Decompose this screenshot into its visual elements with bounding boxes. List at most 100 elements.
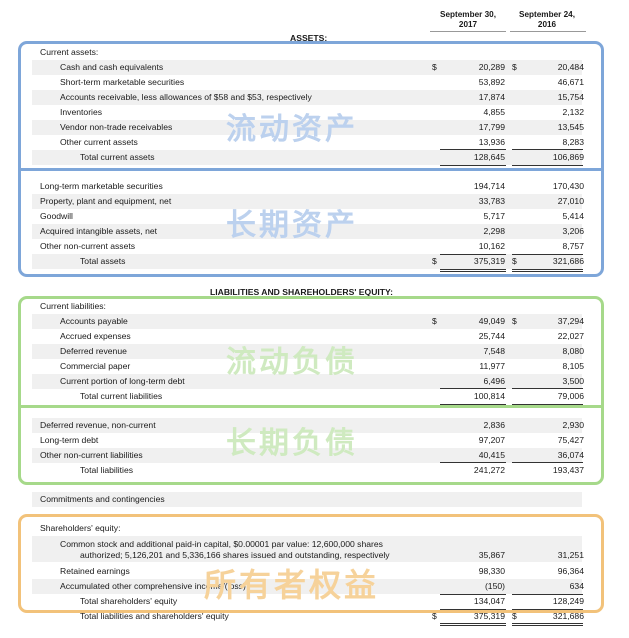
row-shade [32, 194, 582, 209]
subtotal-rule [440, 254, 506, 255]
row-label: Deferred revenue [60, 346, 127, 356]
row-shade [32, 448, 582, 463]
value-2017: 10,162 [478, 241, 505, 251]
row-label: Accumulated other comprehensive income/(… [60, 581, 246, 591]
double-rule [512, 623, 583, 624]
row-label: Acquired intangible assets, net [40, 226, 158, 236]
column-header-2016-line2: 2016 [537, 20, 557, 29]
double-rule [512, 269, 583, 270]
current-liabilities-annotation: 流动负债 [226, 345, 358, 380]
row-label: Commitments and contingencies [40, 494, 165, 504]
row-label: Total liabilities [80, 465, 134, 475]
row-label: Long-term marketable securities [40, 181, 163, 191]
value-2016: 22,027 [557, 331, 584, 341]
row-label: Vendor non-trade receivables [60, 122, 173, 132]
table-row: Common stock and additional paid-in capi… [0, 537, 629, 552]
value-2016: 106,869 [552, 152, 584, 162]
row-label: Accounts receivable, less allowances of … [60, 92, 312, 102]
value-2016: 79,006 [557, 391, 584, 401]
row-label: Accounts payable [60, 316, 128, 326]
value-2017: 241,272 [473, 465, 505, 475]
table-row: Commitments and contingencies [0, 492, 629, 507]
row-shade [32, 120, 582, 135]
table-row: Current assets: [0, 45, 629, 60]
table-row: Other non-current liabilities 40,415 36,… [0, 448, 629, 463]
row-shade [32, 374, 582, 389]
row-shade [32, 224, 582, 239]
table-row: Commercial paper 11,977 8,105 [0, 359, 629, 374]
value-2016: 8,080 [562, 346, 584, 356]
table-row: Long-term debt 97,207 75,427 [0, 433, 629, 448]
row-shade [32, 344, 582, 359]
row-label: authorized; 5,126,201 and 5,336,166 shar… [80, 550, 390, 560]
row-label: Current liabilities: [40, 301, 106, 311]
table-row: Acquired intangible assets, net 2,298 3,… [0, 224, 629, 239]
table-row: Other non-current assets 10,162 8,757 [0, 239, 629, 254]
assets-heading: ASSETS: [290, 33, 328, 43]
assets-highlight-box [18, 41, 604, 277]
value-2017: 128,645 [473, 152, 505, 162]
row-shade [32, 418, 582, 433]
column-header-2016-line1: September 24, [519, 10, 575, 19]
subtotal-rule [512, 462, 583, 463]
value-2017: 7,548 [483, 346, 505, 356]
row-label: Retained earnings [60, 566, 130, 576]
value-2016: 3,206 [562, 226, 584, 236]
value-2017: 33,783 [478, 196, 505, 206]
value-2016: 2,132 [562, 107, 584, 117]
table-row: Total liabilities 241,272 193,437 [0, 463, 629, 478]
value-2016: 170,430 [552, 181, 584, 191]
value-2017: 25,744 [478, 331, 505, 341]
subtotal-rule [440, 165, 506, 166]
subtotal-rule [440, 609, 506, 610]
value-2016: 321,686 [552, 611, 584, 621]
row-label: Current assets: [40, 47, 99, 57]
table-row: Current portion of long-term debt 6,496 … [0, 374, 629, 389]
liabilities-highlight-box [18, 296, 604, 485]
double-rule [440, 271, 506, 272]
value-2016: 36,074 [557, 450, 584, 460]
row-label: Total current liabilities [80, 391, 163, 401]
column-header-2016: September 24, 2016 [508, 10, 586, 30]
row-label: Inventories [60, 107, 103, 117]
table-row: Deferred revenue, non-current 2,836 2,93… [0, 418, 629, 433]
row-shade [32, 536, 582, 562]
value-2016: 13,545 [557, 122, 584, 132]
row-label: Deferred revenue, non-current [40, 420, 156, 430]
value-2017: 49,049 [478, 316, 505, 326]
subtotal-rule [512, 165, 583, 166]
double-rule [512, 625, 583, 626]
noncurrent-liabilities-annotation: 长期负债 [226, 426, 358, 461]
currency-symbol: $ [432, 62, 437, 72]
row-label: Total current assets [80, 152, 155, 162]
value-2017: 35,867 [478, 550, 505, 560]
value-2016: 3,500 [562, 376, 584, 386]
value-2017: 5,717 [483, 211, 505, 221]
subtotal-rule [512, 404, 583, 405]
value-2016: 31,251 [557, 550, 584, 560]
value-2016: 20,484 [557, 62, 584, 72]
value-2016: 5,414 [562, 211, 584, 221]
assets-divider [18, 168, 604, 171]
row-label: Other non-current assets [40, 241, 136, 251]
equity-annotation: 所有者权益 [204, 566, 380, 604]
table-row: Accrued expenses 25,744 22,027 [0, 329, 629, 344]
subtotal-rule [440, 149, 506, 150]
column-header-2017-line1: September 30, [440, 10, 496, 19]
value-2017: (150) [484, 581, 505, 591]
currency-symbol: $ [512, 62, 517, 72]
row-label: Current portion of long-term debt [60, 376, 185, 386]
header-rule-2016 [510, 31, 586, 32]
row-label: Total assets [80, 256, 126, 266]
currency-symbol: $ [512, 611, 517, 621]
subtotal-rule [512, 609, 583, 610]
value-2016: 15,754 [557, 92, 584, 102]
subtotal-rule [512, 388, 583, 389]
currency-symbol: $ [432, 316, 437, 326]
table-row: Shareholders' equity: [0, 521, 629, 536]
value-2017: 6,496 [483, 376, 505, 386]
value-2016: 8,283 [562, 137, 584, 147]
value-2017: 20,289 [478, 62, 505, 72]
row-shade [32, 90, 582, 105]
value-2016: 27,010 [557, 196, 584, 206]
